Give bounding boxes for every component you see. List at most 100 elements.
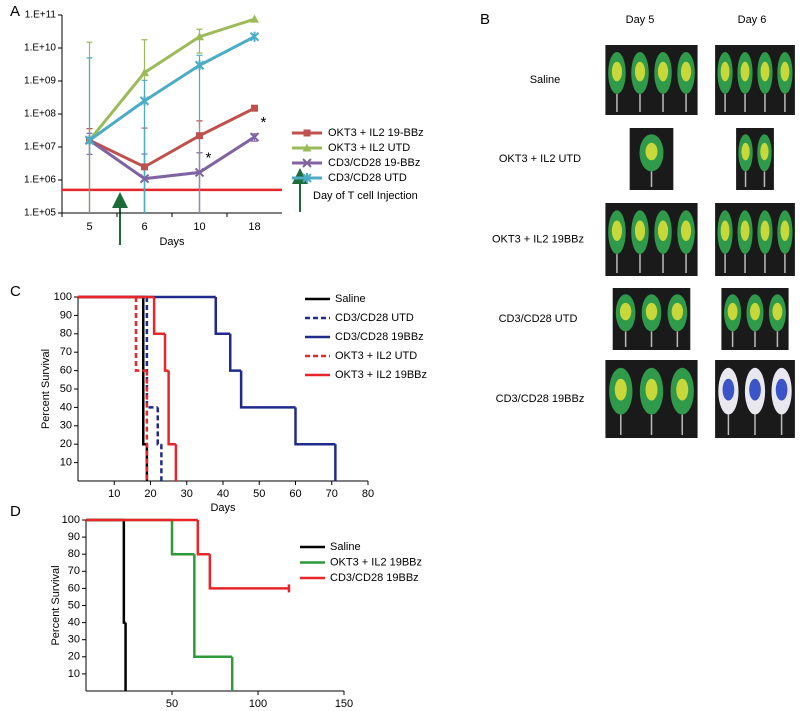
survival-step bbox=[294, 407, 336, 446]
y-tick-label: 20 bbox=[68, 651, 80, 663]
survival-step bbox=[170, 520, 195, 556]
error-bar bbox=[196, 54, 203, 213]
marker bbox=[139, 173, 150, 184]
survival-step bbox=[163, 333, 169, 372]
series-line bbox=[88, 135, 256, 181]
legend-label: CD3/CD28 19BBz bbox=[335, 331, 424, 343]
x-tick-label: 50 bbox=[166, 698, 178, 710]
annotation: * bbox=[206, 149, 212, 166]
survival-step bbox=[193, 554, 233, 659]
series-line bbox=[88, 35, 256, 142]
plot-area bbox=[86, 28, 258, 213]
survival-step bbox=[134, 297, 147, 372]
signal bbox=[727, 302, 738, 321]
x-tick-label: 20 bbox=[144, 488, 156, 500]
survival-step bbox=[196, 520, 210, 556]
column-label: Day 5 bbox=[626, 14, 655, 26]
y-tick-label: 30 bbox=[68, 634, 80, 646]
series-line bbox=[88, 106, 256, 169]
marker bbox=[139, 95, 150, 106]
y-tick-label: 60 bbox=[68, 582, 80, 594]
y-tick-label: 100 bbox=[54, 291, 72, 303]
signal bbox=[720, 220, 730, 241]
y-tick-label: 1.E+06 bbox=[24, 175, 56, 186]
signal bbox=[750, 302, 760, 321]
x-tick-label: 70 bbox=[326, 488, 338, 500]
signal bbox=[634, 61, 646, 82]
survival-step bbox=[167, 370, 176, 446]
marker bbox=[250, 14, 259, 23]
row-label: OKT3 + IL2 19BBz bbox=[492, 233, 584, 245]
marker bbox=[195, 32, 204, 41]
signal bbox=[749, 378, 761, 401]
signal bbox=[680, 61, 692, 82]
y-tick-label: 1.E+11 bbox=[25, 10, 57, 21]
signal bbox=[720, 61, 730, 82]
survival-step bbox=[145, 297, 158, 409]
marker bbox=[302, 158, 312, 168]
signal bbox=[657, 61, 669, 82]
signal bbox=[611, 61, 623, 82]
legend-label: OKT3 + IL2 19BBz bbox=[330, 556, 422, 568]
legend-label: OKT3 + IL2 19BBz bbox=[335, 369, 427, 381]
marker bbox=[194, 60, 205, 71]
legend-label: CD3/CD28 UTD bbox=[335, 312, 414, 324]
y-tick-label: 70 bbox=[68, 565, 80, 577]
x-tick-label: 10 bbox=[108, 488, 120, 500]
row-label: OKT3 + IL2 UTD bbox=[499, 153, 581, 165]
y-tick-label: 1.E+07 bbox=[24, 142, 56, 153]
panel-label: D bbox=[10, 503, 21, 520]
marker bbox=[249, 31, 260, 42]
signal bbox=[671, 302, 684, 321]
survival-step bbox=[152, 297, 165, 336]
y-axis-label: Percent Survival bbox=[50, 565, 62, 645]
x-tick-label: 150 bbox=[335, 698, 353, 710]
signal bbox=[645, 142, 658, 161]
signal bbox=[722, 378, 735, 401]
y-tick-label: 40 bbox=[68, 617, 80, 629]
marker bbox=[196, 132, 203, 140]
signal bbox=[780, 61, 790, 82]
survival-step bbox=[208, 554, 289, 590]
y-tick-label: 90 bbox=[60, 309, 72, 321]
signal bbox=[741, 142, 750, 161]
x-tick-label: 10 bbox=[193, 221, 205, 233]
x-tick-label: 40 bbox=[217, 488, 229, 500]
signal bbox=[780, 220, 790, 241]
y-tick-label: 1.E+08 bbox=[24, 109, 56, 120]
x-axis-label: Days bbox=[210, 502, 236, 514]
legend-label: CD3/CD28 19-BBz bbox=[328, 157, 420, 169]
signal bbox=[619, 302, 632, 321]
survival-step bbox=[239, 370, 296, 409]
signal bbox=[645, 378, 658, 401]
signal bbox=[760, 61, 770, 82]
signal bbox=[680, 220, 692, 241]
signal bbox=[645, 302, 658, 321]
signal bbox=[740, 61, 750, 82]
signal bbox=[740, 220, 750, 241]
x-tick-label: 80 bbox=[362, 488, 374, 500]
marker bbox=[249, 132, 260, 142]
signal bbox=[611, 220, 623, 241]
annotation: * bbox=[261, 114, 267, 131]
legend-label: Saline bbox=[335, 293, 366, 305]
series-line bbox=[88, 17, 255, 142]
x-tick-label: 60 bbox=[289, 488, 301, 500]
x-tick-label: 18 bbox=[248, 221, 260, 233]
signal bbox=[676, 378, 689, 401]
column-label: Day 6 bbox=[738, 14, 767, 26]
survival-step bbox=[229, 333, 242, 372]
x-tick-label: 100 bbox=[249, 698, 267, 710]
marker bbox=[302, 173, 312, 183]
marker bbox=[140, 68, 149, 77]
y-tick-label: 70 bbox=[60, 346, 72, 358]
row-label: Saline bbox=[530, 74, 561, 86]
y-tick-label: 10 bbox=[68, 668, 80, 680]
y-tick-label: 80 bbox=[68, 548, 80, 560]
x-tick-label: 5 bbox=[86, 221, 92, 233]
legend-label: CD3/CD28 UTD bbox=[328, 172, 407, 184]
panel-label: A bbox=[10, 3, 20, 20]
marker bbox=[251, 104, 258, 112]
y-tick-label: 80 bbox=[60, 328, 72, 340]
